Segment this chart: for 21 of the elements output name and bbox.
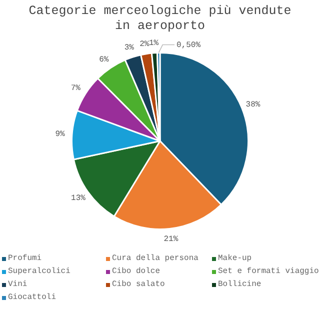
legend-label: Set e formati viaggio — [218, 267, 319, 276]
legend-label: Cibo salato — [112, 280, 165, 289]
legend-label: Cura della persona — [112, 254, 198, 263]
data-label: 21% — [164, 234, 178, 244]
data-label: 0,50% — [176, 40, 201, 50]
legend-label: Profumi — [8, 254, 42, 263]
legend-label: Cibo dolce — [112, 267, 160, 276]
legend-label: Giocattoli — [8, 293, 56, 302]
data-label: 13% — [71, 194, 86, 203]
data-label: 2% — [140, 40, 150, 50]
legend-label: Bollicine — [218, 280, 262, 289]
legend-label: Superalcolici — [8, 267, 70, 276]
data-label: 3% — [124, 44, 134, 53]
legend-label: Make-up — [218, 254, 252, 263]
data-label: 9% — [55, 130, 65, 140]
data-label: 38% — [246, 100, 260, 110]
data-label: 6% — [99, 56, 109, 65]
data-label: 1% — [148, 39, 159, 48]
legend-label: Vini — [8, 280, 28, 289]
chart-title: Categorie merceologiche più vendute in aeroporto — [28, 4, 292, 34]
data-label: 7% — [70, 84, 81, 94]
